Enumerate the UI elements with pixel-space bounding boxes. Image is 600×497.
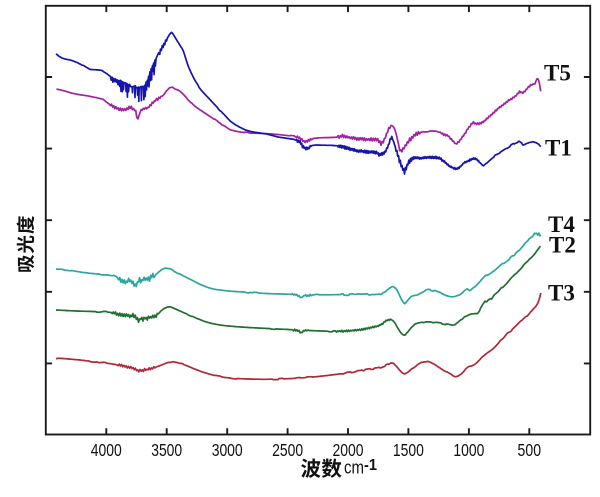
svg-text:T3: T3 [548,281,575,306]
svg-text:T1: T1 [545,136,572,161]
svg-text:4000: 4000 [91,440,122,460]
svg-text:T4: T4 [548,212,575,237]
svg-text:2500: 2500 [272,440,303,460]
svg-text:3000: 3000 [212,440,243,460]
svg-text:1000: 1000 [453,440,484,460]
svg-text:T2: T2 [549,233,576,258]
svg-text:T5: T5 [544,61,571,86]
svg-text:cm: cm [344,458,364,478]
svg-text:1500: 1500 [393,440,424,460]
svg-text:2000: 2000 [333,440,364,460]
svg-text:500: 500 [518,440,542,460]
svg-text:-1: -1 [364,457,377,474]
svg-text:3500: 3500 [151,440,182,460]
